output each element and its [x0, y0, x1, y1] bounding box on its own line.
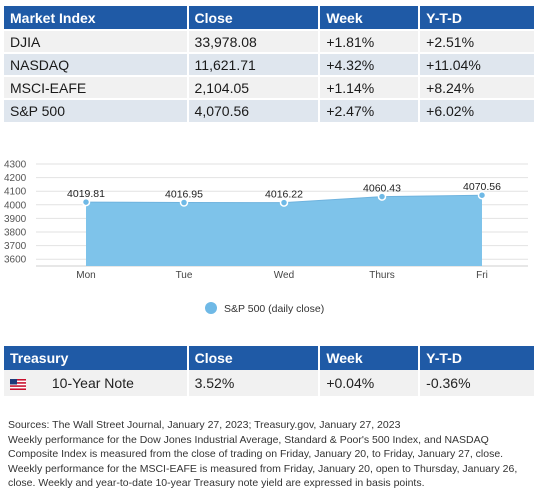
y-tick-label: 4300: [4, 160, 27, 171]
header-week: Week: [319, 346, 421, 370]
index-week: +1.81%: [319, 29, 421, 53]
us-flag-icon: [10, 378, 26, 390]
data-label: 4019.81: [67, 188, 105, 200]
index-name: NASDAQ: [4, 52, 189, 76]
header-close: Close: [187, 346, 321, 370]
data-label: 4060.43: [363, 183, 401, 195]
market-index-table: Market Index Close Week Y-T-D DJIA 33,97…: [4, 6, 536, 122]
y-tick-label: 4200: [4, 173, 27, 184]
x-tick-label: Mon: [76, 270, 95, 281]
index-week: +2.47%: [319, 98, 421, 122]
sp500-area-chart: 3600 3700 3800 3900 4000 4100 4200 4300 4019.81 4…: [4, 160, 528, 315]
market-table-header: Market Index Close Week Y-T-D: [4, 6, 536, 30]
legend-label: S&P 500 (daily close): [224, 303, 324, 315]
treasury-table-header: Treasury Close Week Y-T-D: [4, 346, 536, 370]
treasury-ytd: -0.36%: [419, 370, 536, 396]
index-name: MSCI-EAFE: [4, 75, 189, 99]
data-point: [279, 198, 289, 207]
footnotes: Sources: The Wall Street Journal, Januar…: [8, 418, 536, 491]
y-tick-label: 4100: [4, 187, 27, 198]
footnote-line: Composite Index is measured from the clo…: [8, 448, 504, 461]
y-tick-label: 3600: [4, 255, 27, 266]
y-tick-label: 3900: [4, 214, 27, 225]
treasury-close: 3.52%: [187, 370, 321, 396]
y-tick-label: 3800: [4, 228, 27, 239]
legend-marker: [205, 302, 217, 314]
index-week: +1.14%: [319, 75, 421, 99]
index-name: S&P 500: [4, 98, 189, 122]
treasury-name-cell: 10-Year Note: [4, 370, 189, 396]
footnote-line: Weekly performance for the Dow Jones Ind…: [8, 433, 489, 446]
index-close: 33,978.08: [187, 29, 321, 53]
x-tick-label: Fri: [476, 270, 488, 281]
data-label: 4016.95: [165, 188, 203, 200]
index-ytd: +11.04%: [419, 52, 536, 76]
index-ytd: +2.51%: [419, 29, 536, 53]
header-close: Close: [187, 6, 321, 30]
table-row: DJIA 33,978.08 +1.81% +2.51%: [4, 29, 536, 53]
index-week: +4.32%: [319, 52, 421, 76]
data-point: [477, 190, 487, 200]
data-point: [377, 192, 387, 201]
x-tick-label: Tue: [176, 270, 193, 281]
data-point: [179, 198, 189, 207]
table-row: 10-Year Note 3.52% +0.04% -0.36%: [4, 370, 536, 396]
table-row: S&P 500 4,070.56 +2.47% +6.02%: [4, 98, 536, 122]
table-row: MSCI-EAFE 2,104.05 +1.14% +8.24%: [4, 75, 536, 99]
treasury-name: 10-Year Note: [51, 375, 134, 391]
x-tick-label: Thurs: [369, 270, 395, 281]
treasury-table: Treasury Close Week Y-T-D 10-Year Note 3…: [4, 346, 536, 396]
treasury-week: +0.04%: [319, 370, 421, 396]
header-week: Week: [319, 6, 421, 30]
footnote-line: Weekly performance for the MSCI-EAFE is …: [8, 462, 518, 475]
x-tick-label: Wed: [274, 270, 294, 281]
index-ytd: +8.24%: [419, 75, 536, 99]
footnote-line: close. Weekly and year-to-date 10-year T…: [8, 477, 425, 490]
index-close: 11,621.71: [187, 52, 321, 76]
index-ytd: +6.02%: [419, 98, 536, 122]
header-ytd: Y-T-D: [419, 346, 536, 370]
header-market-index: Market Index: [4, 6, 189, 30]
header-ytd: Y-T-D: [419, 6, 536, 30]
data-label: 4016.22: [265, 189, 303, 201]
series-area: [86, 195, 482, 266]
y-tick-label: 3700: [4, 241, 27, 252]
index-close: 4,070.56: [187, 98, 321, 122]
header-treasury: Treasury: [4, 346, 189, 370]
y-tick-label: 4000: [4, 200, 27, 211]
index-close: 2,104.05: [187, 75, 321, 99]
index-name: DJIA: [4, 29, 189, 53]
footnote-line: Sources: The Wall Street Journal, Januar…: [8, 419, 401, 431]
data-point: [81, 197, 91, 207]
table-row: NASDAQ 11,621.71 +4.32% +11.04%: [4, 52, 536, 76]
data-label: 4070.56: [463, 181, 501, 193]
